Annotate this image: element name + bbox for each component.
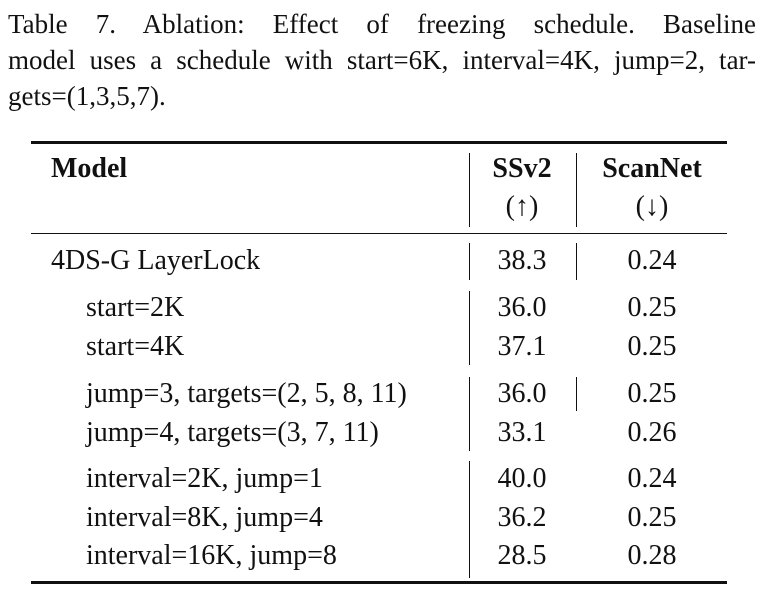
header-ssv2-arrow: (↑) — [505, 191, 539, 222]
header-model: Model — [51, 153, 128, 184]
row-model-baseline: 4DS-G LayerLock — [51, 245, 261, 276]
row-ssv2-jump-4: 33.1 — [497, 417, 547, 448]
row-model-jump-4: jump=4, targets=(3, 7, 11) — [86, 417, 379, 448]
row-model-interval-2k: interval=2K, jump=1 — [86, 463, 323, 494]
row-scannet-start-4k: 0.25 — [627, 331, 677, 362]
row-ssv2-start-2k: 36.0 — [497, 292, 547, 323]
row-model-interval-16k: interval=16K, jump=8 — [86, 540, 337, 571]
row-ssv2-start-4k: 37.1 — [497, 331, 547, 362]
caption-line-2: model uses a schedule with start=6K, int… — [8, 45, 756, 75]
row-ssv2-jump-3: 36.0 — [497, 378, 547, 409]
caption-line-1: Table 7. Ablation: Effect of freezing sc… — [8, 9, 756, 39]
caption-line-3: gets=(1,3,5,7). — [8, 81, 166, 111]
header-scannet: ScanNet — [602, 153, 702, 184]
row-model-interval-8k: interval=8K, jump=4 — [86, 502, 323, 533]
row-separator-4a — [469, 461, 471, 578]
row-ssv2-baseline: 38.3 — [497, 245, 547, 276]
row-scannet-interval-8k: 0.25 — [627, 502, 677, 533]
table-header-rule — [31, 233, 727, 235]
table-top-rule — [31, 141, 727, 144]
row-scannet-interval-2k: 0.24 — [627, 463, 677, 494]
row-separator-2a — [469, 291, 471, 365]
row-separator-3b — [576, 377, 578, 411]
row-ssv2-interval-16k: 28.5 — [497, 540, 547, 571]
table-caption: Table 7. Ablation: Effect of freezing sc… — [8, 6, 756, 114]
header-separator-2 — [576, 153, 578, 227]
row-model-start-2k: start=2K — [86, 292, 185, 323]
row-scannet-start-2k: 0.25 — [627, 292, 677, 323]
row-scannet-interval-16k: 0.28 — [627, 540, 677, 571]
row-separator-1b — [576, 243, 578, 280]
row-ssv2-interval-8k: 36.2 — [497, 502, 547, 533]
row-scannet-jump-4: 0.26 — [627, 417, 677, 448]
row-model-jump-3: jump=3, targets=(2, 5, 8, 11) — [86, 378, 407, 409]
row-scannet-baseline: 0.24 — [627, 245, 677, 276]
header-separator-1 — [469, 153, 471, 227]
row-ssv2-interval-2k: 40.0 — [497, 463, 547, 494]
table-bottom-rule — [31, 581, 727, 584]
header-scannet-arrow: (↓) — [635, 191, 669, 222]
row-separator-1a — [469, 243, 471, 280]
row-model-start-4k: start=4K — [86, 331, 185, 362]
row-separator-3a — [469, 377, 471, 451]
row-scannet-jump-3: 0.25 — [627, 378, 677, 409]
header-ssv2: SSv2 — [492, 153, 552, 184]
